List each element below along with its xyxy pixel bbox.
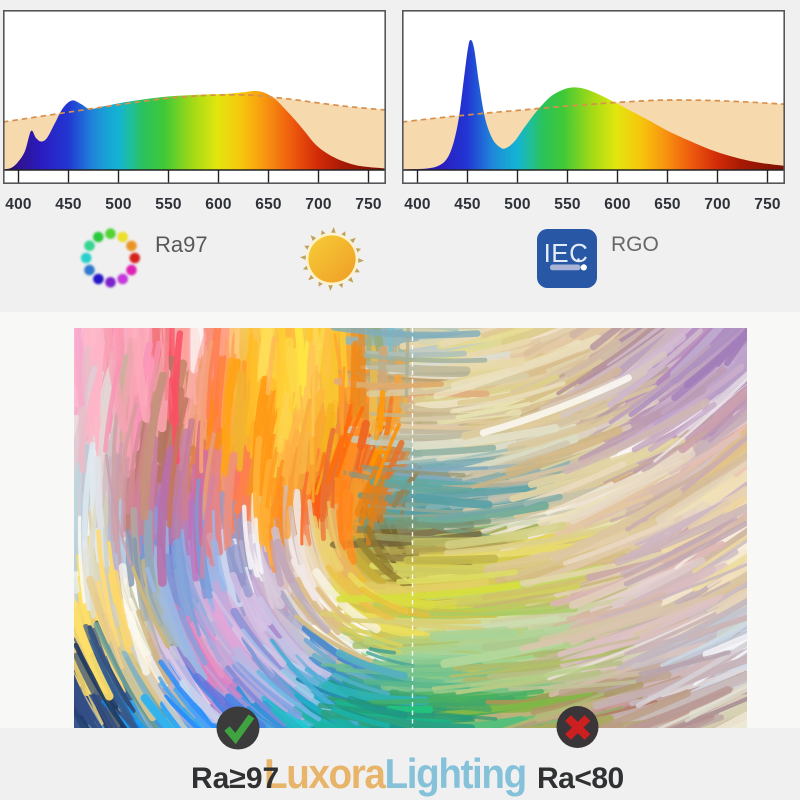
svg-text:700: 700 <box>305 196 331 213</box>
svg-text:550: 550 <box>554 196 580 213</box>
svg-text:550: 550 <box>155 196 181 213</box>
svg-text:IEC: IEC <box>544 238 589 268</box>
svg-text:450: 450 <box>55 196 81 213</box>
svg-text:600: 600 <box>604 196 630 213</box>
svg-text:750: 750 <box>355 196 381 213</box>
svg-text:700: 700 <box>704 196 730 213</box>
svg-text:650: 650 <box>255 196 281 213</box>
svg-text:500: 500 <box>105 196 131 213</box>
svg-text:650: 650 <box>654 196 680 213</box>
svg-text:400: 400 <box>5 196 31 213</box>
svg-text:400: 400 <box>404 196 430 213</box>
svg-text:600: 600 <box>205 196 231 213</box>
svg-text:750: 750 <box>754 196 780 213</box>
svg-text:500: 500 <box>504 196 530 213</box>
svg-text:450: 450 <box>454 196 480 213</box>
